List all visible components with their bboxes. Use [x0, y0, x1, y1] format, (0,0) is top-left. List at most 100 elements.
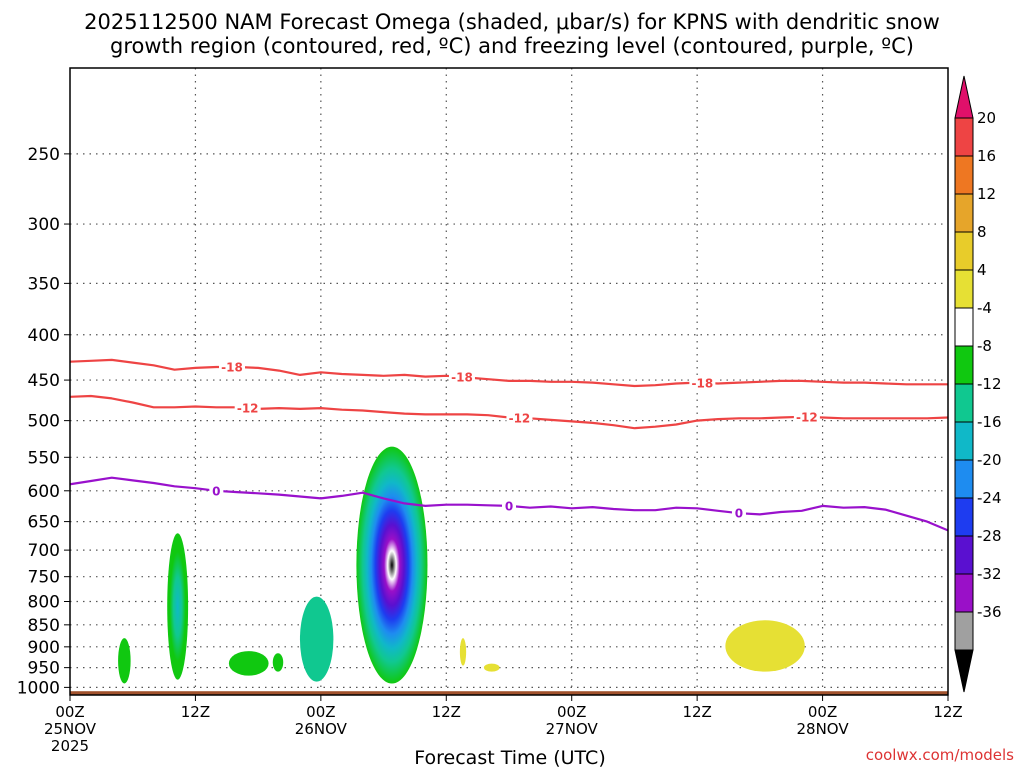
y-tick-label-250: 250 [28, 145, 60, 165]
contour-label-bg--12-0 [234, 401, 261, 416]
x-tick-label-72-0: 00Z [808, 703, 837, 721]
ground-layer [70, 691, 948, 695]
contour-label--12-1: -12 [509, 411, 531, 425]
contour-line-dgz_isotherm--18 [70, 358, 948, 388]
x-tick-label-60-0: 12Z [682, 703, 711, 721]
colorbar-swatch-8 [954, 421, 974, 461]
x-tick-label-24-1: 26NOV [295, 720, 348, 738]
y-tick-label-950: 950 [28, 659, 60, 679]
omega-area-upward-cell-17z [228, 651, 269, 676]
contour-label-bg--18-0 [219, 360, 246, 375]
colorbar-swatch-9 [954, 459, 974, 499]
y-tick-label-800: 800 [28, 593, 60, 613]
contour-label--18-0: -18 [221, 361, 243, 375]
colorbar-label-8: -16 [977, 413, 1002, 431]
y-tick-label-700: 700 [28, 541, 60, 561]
colorbar-swatch-11 [954, 535, 974, 575]
y-tick-label-350: 350 [28, 274, 60, 294]
x-tick-label-24-0: 00Z [306, 703, 335, 721]
x-tick-label-12-0: 12Z [181, 703, 210, 721]
colorbar-label-1: 16 [977, 147, 996, 165]
contour-label-bg--12-2 [793, 409, 820, 424]
colorbar-label-2: 12 [977, 185, 996, 203]
colorbar-label-12: -32 [977, 565, 1002, 583]
y-tick-label-900: 900 [28, 638, 60, 658]
omega-area-upward-cell-23z [299, 596, 334, 682]
colorbar-label-7: -12 [977, 375, 1002, 393]
contour-label-bg--18-2 [689, 375, 716, 390]
colorbar-top-arrow [954, 75, 974, 119]
y-tick-label-400: 400 [28, 326, 60, 346]
colorbar-label-10: -24 [977, 489, 1002, 507]
contour-label-bg-0-1 [502, 498, 516, 513]
omega-area-downward-cell-14z [459, 638, 467, 666]
contour-label--12-0: -12 [237, 402, 259, 416]
colorbar-label-5: -4 [977, 299, 992, 317]
credit-text: coolwx.com/models [866, 746, 1014, 764]
omega-area-upward-cell-08z-26nov [356, 446, 428, 684]
colorbar-swatch-7 [954, 383, 974, 423]
contour-label--12-2: -12 [796, 410, 818, 424]
colorbar-swatch-3 [954, 231, 974, 271]
contour-label-bg--18-1 [448, 370, 475, 385]
chart-title-line-1: 2025112500 NAM Forecast Omega (shaded, μ… [84, 10, 940, 34]
omega-shading [118, 446, 805, 684]
y-tick-label-650: 650 [28, 513, 60, 533]
colorbar-swatch-6 [954, 345, 974, 385]
omega-area-downward-cell-18z-27nov [725, 620, 805, 672]
colorbar-swatch-4 [954, 269, 974, 309]
ground-fill [70, 691, 948, 695]
contour-labels: -18 -18 -18 -12 -12 -12 0 0 0 [209, 360, 820, 521]
contour-label-bg--12-1 [506, 410, 533, 425]
colorbar-label-9: -20 [977, 451, 1002, 469]
colorbar-label-11: -28 [977, 527, 1002, 545]
x-tick-label-48-1: 27NOV [546, 720, 599, 738]
x-axis-label: Forecast Time (UTC) [414, 747, 605, 768]
plot-frame [69, 67, 949, 696]
x-tick-label-84-0: 12Z [933, 703, 962, 721]
omega-area-downward-cell-16z [483, 663, 500, 672]
contour-label--18-2: -18 [692, 376, 714, 390]
colorbar-swatch-10 [954, 497, 974, 537]
x-tick-label-48-0: 00Z [557, 703, 586, 721]
colorbar-swatch-12 [954, 573, 974, 613]
contour-label-0-1: 0 [505, 499, 513, 513]
chart-title-line-2: growth region (contoured, red, ºC) and f… [110, 34, 914, 58]
colorbar-swatch-1 [954, 155, 974, 195]
colorbar-swatch-5 [954, 307, 974, 347]
x-tick-label-36-0: 12Z [432, 703, 461, 721]
colorbar-label-3: 8 [977, 223, 987, 241]
contour-label-0-2: 0 [735, 507, 743, 521]
colorbar-label-0: 20 [977, 109, 996, 127]
contour-label-0-0: 0 [212, 484, 220, 498]
y-tick-label-750: 750 [28, 568, 60, 588]
colorbar-swatch-0 [954, 117, 974, 157]
y-tick-label-850: 850 [28, 616, 60, 636]
x-tick-label-72-1: 28NOV [797, 720, 850, 738]
contour-label-bg-0-2 [731, 506, 746, 521]
y-tick-label-450: 450 [28, 371, 60, 391]
x-tick-label-0-2: 2025 [51, 737, 89, 755]
omega-area-upward-cell-07z [118, 638, 131, 684]
colorbar-bottom-arrow [954, 649, 974, 693]
omega-area-upward-cell-20z [272, 653, 284, 672]
y-tick-label-550: 550 [28, 448, 60, 468]
colorbar-label-6: -8 [977, 337, 992, 355]
colorbar-label-13: -36 [977, 603, 1002, 621]
colorbar: 20 16 12 8 4 -4 -8 -12 -16 -20 -24 -28 -32 -36 [954, 75, 1002, 693]
omega-area-upward-cell-10z [167, 533, 189, 680]
y-tick-label-1000: 1000 [17, 678, 60, 698]
x-tick-label-0-0: 00Z [55, 703, 84, 721]
y-axis: 2503003504004505005506006507007508008509… [17, 145, 70, 698]
colorbar-swatch-13 [954, 611, 974, 651]
x-tick-label-0-1: 25NOV [44, 720, 97, 738]
contour-label--18-1: -18 [451, 371, 473, 385]
colorbar-label-4: 4 [977, 261, 987, 279]
colorbar-swatch-2 [954, 193, 974, 233]
contour-label-bg-0-0 [209, 483, 224, 498]
y-tick-label-600: 600 [28, 482, 60, 502]
y-tick-label-300: 300 [28, 215, 60, 235]
y-tick-label-500: 500 [28, 412, 60, 432]
